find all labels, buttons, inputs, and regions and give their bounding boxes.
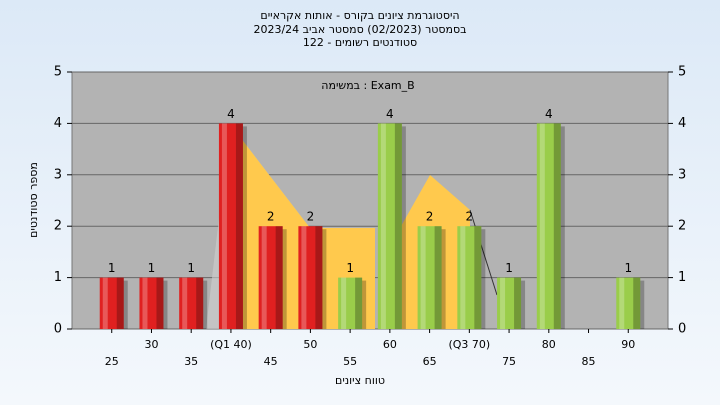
bar-light (539, 123, 545, 330)
y-tick-label: 0 (54, 322, 62, 337)
annotation: במשימה : Exam_B (321, 79, 414, 92)
bar (377, 123, 402, 330)
bar-edge (553, 123, 561, 330)
bar-edge (275, 226, 283, 329)
bar-edge (514, 277, 522, 329)
chart-subtitle: בסמסטר (02/2023) סמסטר אביב 2023/24 (253, 23, 466, 36)
value-label: 1 (624, 261, 632, 275)
bar-light (142, 277, 148, 329)
x-tick-label: 60 (383, 338, 397, 351)
bar-edge (116, 277, 124, 329)
x-axis-label: טווח ציונים (335, 374, 385, 387)
value-label: 1 (505, 261, 513, 275)
bar-edge (196, 277, 204, 329)
value-label: 2 (307, 210, 315, 224)
y2-tick-label: 3 (678, 167, 686, 182)
bar (457, 226, 482, 329)
bar-light (182, 277, 188, 329)
x-tick-label: 75 (502, 355, 516, 368)
bar-light (341, 277, 347, 329)
x-tick-label: 85 (582, 355, 596, 368)
value-label: 2 (426, 210, 434, 224)
bar (139, 277, 164, 329)
bar (536, 123, 561, 330)
bar (417, 226, 442, 329)
bar (298, 226, 323, 329)
bar (179, 277, 204, 329)
bar-light (261, 226, 267, 329)
x-tick-label: 90 (621, 338, 635, 351)
bar-edge (394, 123, 402, 330)
y-tick-label: 4 (54, 116, 62, 131)
bar-light (102, 277, 108, 329)
x-tick-label: 25 (105, 355, 119, 368)
x-tick-label: 65 (423, 355, 437, 368)
x-tick-label: (Q3 70) (448, 338, 490, 351)
bar (218, 123, 243, 330)
bar (258, 226, 283, 329)
bar-edge (434, 226, 442, 329)
bar-light (500, 277, 506, 329)
y-tick-label: 2 (54, 219, 62, 234)
y2-tick-label: 1 (678, 270, 686, 285)
value-label: 4 (545, 107, 553, 121)
bar-light (619, 277, 625, 329)
bar-light (221, 123, 227, 330)
y-tick-label: 5 (54, 65, 62, 80)
bar (99, 277, 124, 329)
x-tick-label: 80 (542, 338, 556, 351)
value-label: 1 (108, 261, 116, 275)
y2-tick-label: 5 (678, 65, 686, 80)
bar-light (380, 123, 386, 330)
y-tick-label: 3 (54, 167, 62, 182)
value-label: 4 (227, 107, 235, 121)
bar-edge (156, 277, 164, 329)
bar (497, 277, 522, 329)
y-axis-label: מספר סטודנטים (27, 162, 40, 238)
x-tick-label: 30 (144, 338, 158, 351)
x-tick-label: 45 (264, 355, 278, 368)
value-label: 1 (148, 261, 156, 275)
bar (338, 277, 363, 329)
value-label: 2 (267, 210, 275, 224)
bar-edge (355, 277, 363, 329)
chart-title: היסטוגרמת ציונים בקורס - אותות אקראיים (260, 9, 459, 22)
x-tick-label: (Q1 40) (210, 338, 252, 351)
y2-tick-label: 4 (678, 116, 686, 131)
value-label: 4 (386, 107, 394, 121)
x-tick-label: 55 (343, 355, 357, 368)
shade-line (469, 209, 498, 296)
bar-edge (633, 277, 641, 329)
bar-edge (474, 226, 482, 329)
x-tick-label: 35 (184, 355, 198, 368)
bar-light (301, 226, 307, 329)
value-label: 1 (187, 261, 195, 275)
chart-subtitle: סטודנטים רשומים - 122 (303, 36, 417, 49)
x-tick-label: 50 (303, 338, 317, 351)
bar-edge (235, 123, 243, 330)
value-label: 2 (466, 210, 474, 224)
y2-tick-label: 2 (678, 219, 686, 234)
bar-edge (315, 226, 323, 329)
bar (616, 277, 641, 329)
bar-light (420, 226, 426, 329)
y2-tick-label: 0 (678, 322, 686, 337)
y-tick-label: 1 (54, 270, 62, 285)
bar-light (460, 226, 466, 329)
value-label: 1 (346, 261, 354, 275)
